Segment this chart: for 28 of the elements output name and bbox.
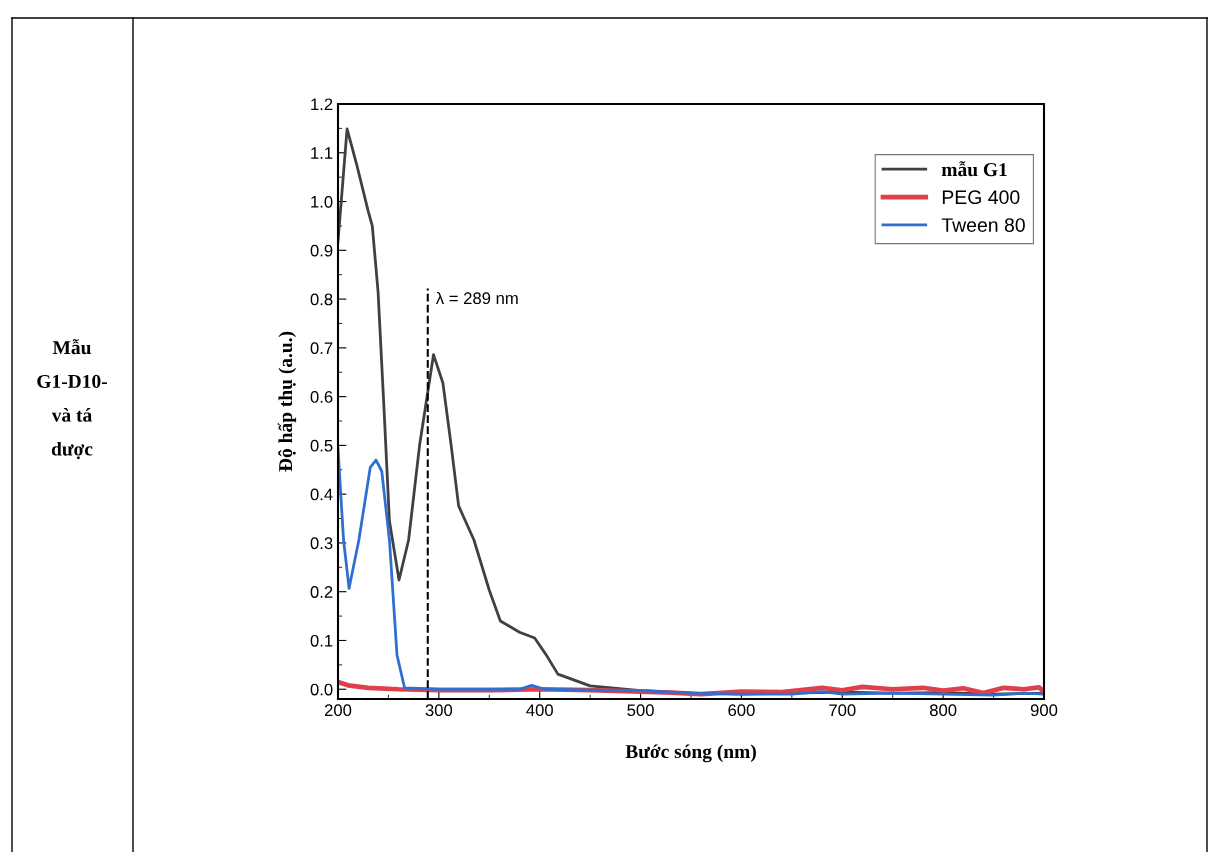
legend-label: Tween 80: [941, 218, 1025, 232]
ref-line-label: λ = 289 nm: [435, 291, 518, 305]
y-tick-label: 1.2: [311, 98, 333, 111]
y-tick-label: 0.0: [310, 683, 333, 696]
x-tick-label: 900: [1030, 704, 1058, 717]
x-tick-label: 700: [829, 704, 856, 717]
x-tick-label: 400: [526, 704, 553, 717]
x-tick-label: 200: [324, 704, 352, 717]
y-tick-label: 0.6: [310, 391, 333, 403]
y-tick-label: 0.9: [310, 244, 333, 257]
x-tick-label: 800: [929, 704, 957, 717]
x-tick-label: 300: [425, 704, 453, 717]
legend-label: mẫu G1: [941, 161, 1007, 177]
text: Mẫu G1-D10- và tá dược: [37, 339, 107, 460]
x-axis-title: Bước sóng (nm): [625, 744, 756, 763]
y-tick-label: 0.2: [310, 586, 333, 598]
y-axis-title: Độ hấp thụ (a.u.): [277, 331, 297, 472]
x-tick-label: 500: [627, 704, 654, 717]
legend-label: PEG 400: [942, 190, 1020, 205]
y-tick-label: 0.1: [310, 634, 333, 647]
y-tick-label: 0.7: [310, 342, 333, 355]
y-tick-label: 1.0: [311, 195, 333, 208]
x-tick-label: 600: [728, 704, 755, 717]
y-tick-label: 1.1: [311, 147, 333, 159]
y-tick-label: 0.4: [310, 488, 333, 501]
y-tick-label: 0.5: [310, 439, 333, 452]
y-tick-label: 0.8: [310, 293, 333, 306]
y-tick-label: 0.3: [310, 537, 333, 550]
